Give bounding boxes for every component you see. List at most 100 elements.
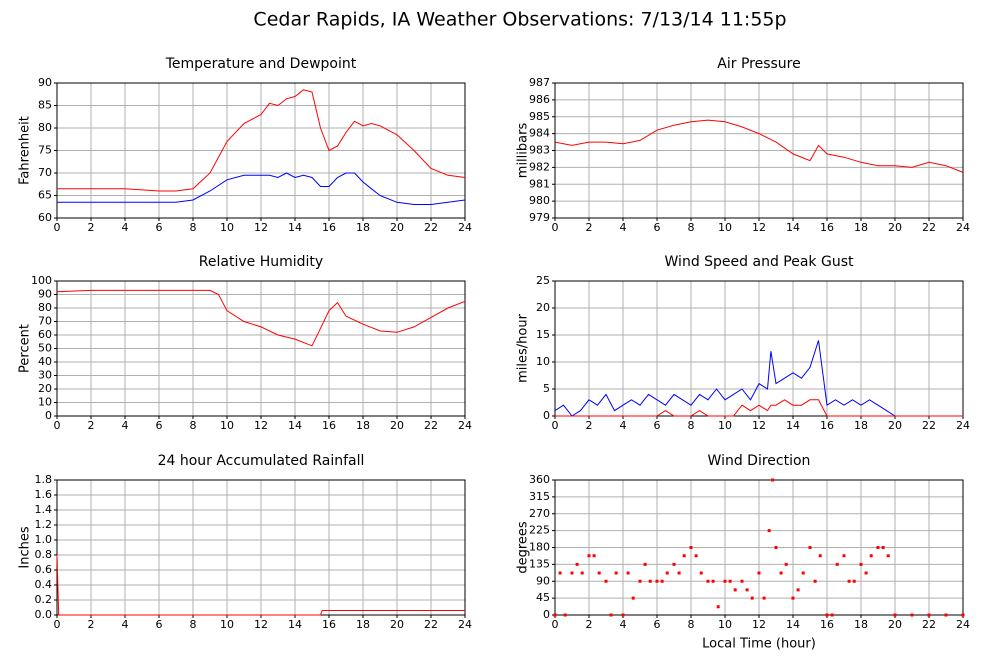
data-point [604, 579, 608, 583]
y-tick-label: 1.2 [35, 518, 53, 531]
y-tick-label: 979 [529, 211, 550, 224]
data-point [835, 562, 839, 566]
x-tick-label: 2 [88, 221, 95, 234]
panel-title: Relative Humidity [199, 254, 323, 270]
data-point [609, 613, 613, 617]
x-tick-label: 14 [288, 221, 302, 234]
y-tick-label: 45 [536, 591, 550, 604]
x-tick-label: 0 [552, 221, 559, 234]
x-tick-label: 12 [254, 221, 268, 234]
x-tick-label: 0 [54, 221, 61, 234]
y-tick-label: 70 [38, 166, 52, 179]
y-tick-label: 25 [536, 274, 550, 287]
x-tick-label: 16 [820, 419, 834, 432]
data-point [575, 562, 579, 566]
data-point [648, 579, 652, 583]
data-point [771, 478, 775, 482]
x-tick-label: 10 [220, 419, 234, 432]
data-point [626, 571, 630, 575]
data-line [56, 554, 465, 616]
y-tick-label: 5 [543, 382, 550, 395]
data-point [660, 579, 664, 583]
x-tick-label: 12 [254, 419, 268, 432]
y-tick-label: 315 [529, 490, 550, 503]
y-tick-label: 1.4 [35, 503, 53, 516]
y-tick-label: 20 [38, 382, 52, 395]
data-point [825, 613, 829, 617]
data-point [779, 571, 783, 575]
y-tick-label: 0.0 [35, 608, 53, 621]
data-point [711, 579, 715, 583]
y-tick-label: 0.8 [35, 548, 53, 561]
x-tick-label: 20 [888, 618, 902, 631]
data-point [801, 571, 805, 575]
y-tick-label: 1.6 [35, 488, 53, 501]
x-tick-label: 14 [786, 618, 800, 631]
x-tick-label: 16 [322, 618, 336, 631]
x-tick-label: 18 [854, 618, 868, 631]
data-point [580, 571, 584, 575]
y-tick-label: 0.6 [35, 563, 53, 576]
data-point [927, 613, 931, 617]
x-tick-label: 12 [752, 618, 766, 631]
x-tick-label: 6 [654, 419, 661, 432]
x-tick-label: 24 [956, 221, 970, 234]
x-tick-label: 0 [54, 618, 61, 631]
x-tick-label: 4 [122, 221, 129, 234]
x-tick-label: 24 [458, 419, 472, 432]
x-tick-label: 2 [88, 419, 95, 432]
y-tick-label: 985 [529, 110, 550, 123]
data-point [791, 596, 795, 600]
x-tick-label: 8 [190, 618, 197, 631]
plot-frame [554, 479, 964, 616]
main-title: Cedar Rapids, IA Weather Observations: 7… [253, 9, 786, 31]
x-tick-label: 6 [156, 618, 163, 631]
x-tick-label: 4 [620, 419, 627, 432]
x-tick-label: 24 [956, 419, 970, 432]
data-point [886, 554, 890, 558]
data-point [745, 588, 749, 592]
y-tick-label: 982 [529, 160, 550, 173]
y-tick-label: 70 [38, 315, 52, 328]
y-tick-label: 80 [38, 121, 52, 134]
data-point [570, 571, 574, 575]
y-tick-label: 980 [529, 194, 550, 207]
x-tick-label: 6 [654, 618, 661, 631]
x-tick-label: 2 [586, 618, 593, 631]
y-tick-label: 0.2 [35, 593, 53, 606]
x-tick-label: 16 [322, 419, 336, 432]
x-tick-label: 12 [752, 221, 766, 234]
y-tick-label: 75 [38, 144, 52, 157]
data-point [784, 562, 788, 566]
y-tick-label: 0 [543, 608, 550, 621]
x-tick-label: 6 [156, 419, 163, 432]
x-tick-label: 16 [820, 221, 834, 234]
x-tick-label: 14 [288, 419, 302, 432]
data-point [910, 613, 914, 617]
x-tick-label: 12 [254, 618, 268, 631]
x-tick-label: 12 [752, 419, 766, 432]
y-tick-label: 60 [38, 211, 52, 224]
data-point [563, 613, 567, 617]
y-tick-label: 10 [536, 355, 550, 368]
data-point [740, 579, 744, 583]
y-tick-label: 40 [38, 355, 52, 368]
y-tick-label: 180 [529, 541, 550, 554]
data-line [57, 172, 466, 205]
plot-frame [554, 280, 964, 417]
x-tick-label: 8 [688, 221, 695, 234]
x-tick-label: 20 [888, 419, 902, 432]
y-tick-label: 986 [529, 93, 550, 106]
data-point [614, 571, 618, 575]
x-tick-label: 8 [688, 419, 695, 432]
x-tick-label: 14 [786, 419, 800, 432]
y-tick-label: 360 [529, 473, 550, 486]
data-point [876, 546, 880, 549]
data-point [694, 554, 698, 558]
y-axis-label: Percent [18, 324, 33, 373]
data-point [689, 546, 693, 549]
data-point [808, 546, 812, 549]
x-tick-label: 24 [956, 618, 970, 631]
y-tick-label: 1.8 [35, 473, 53, 486]
